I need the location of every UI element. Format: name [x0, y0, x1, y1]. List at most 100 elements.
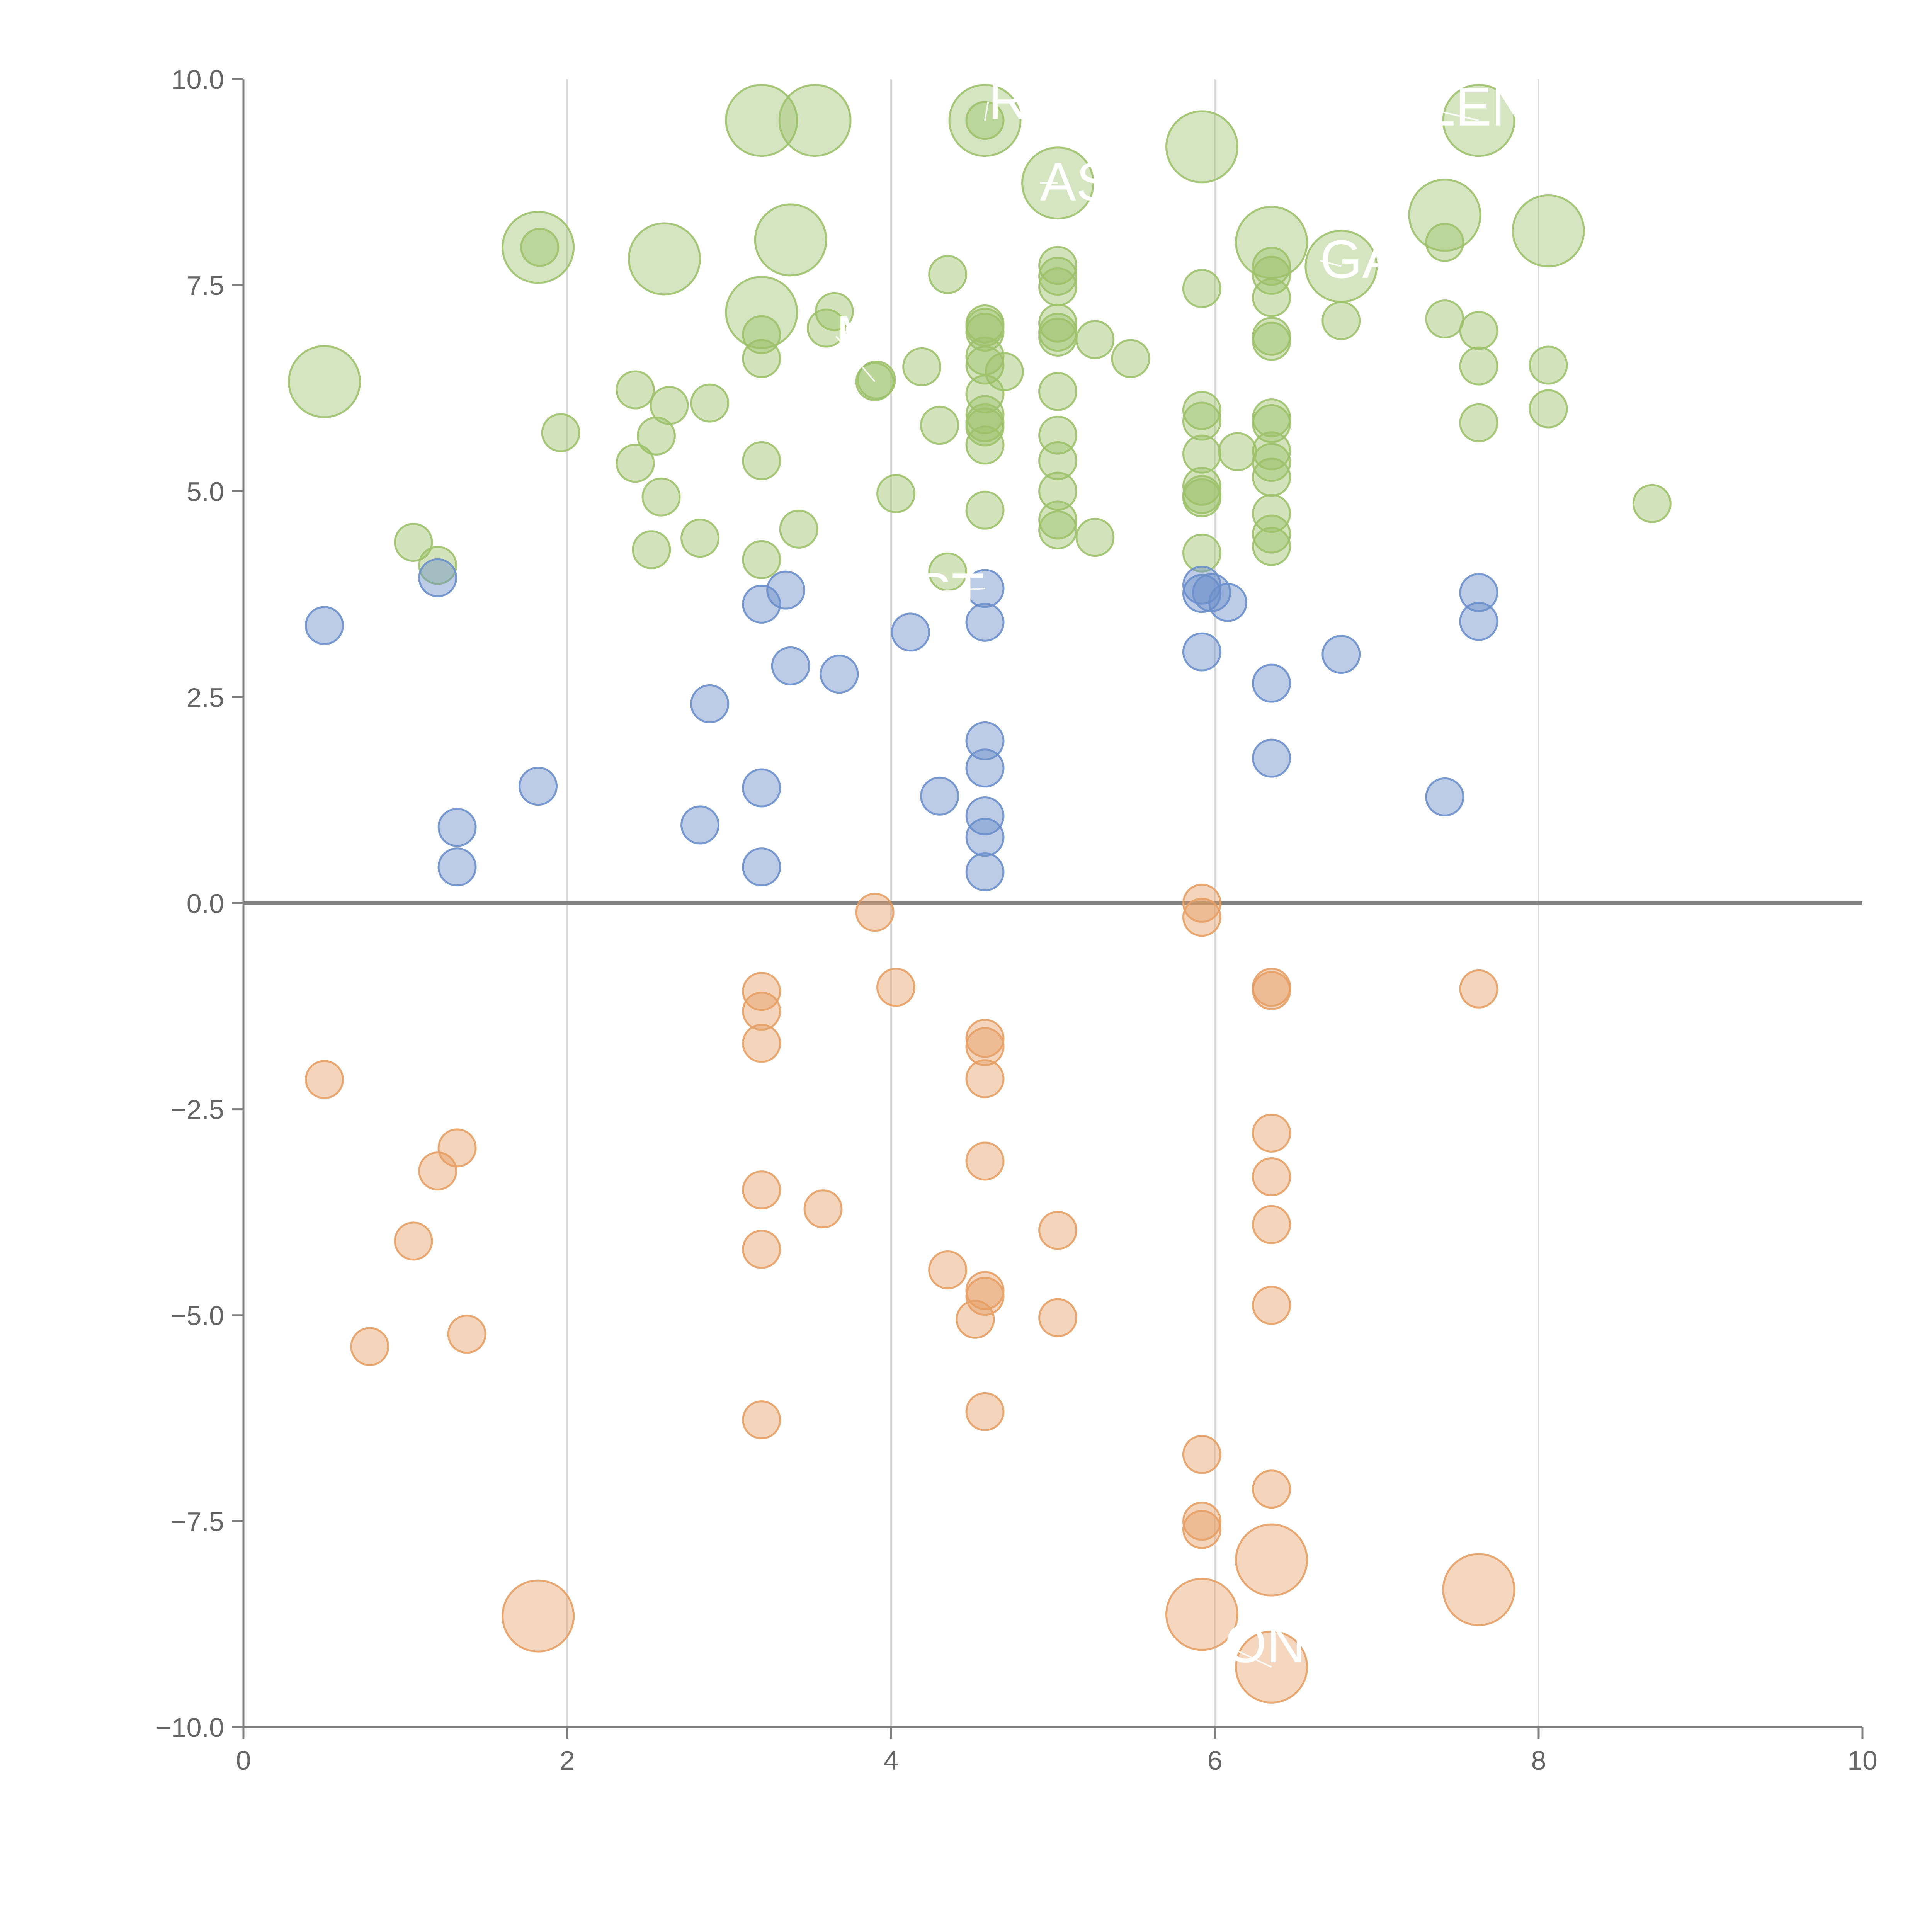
axes: 10.0 7.5 5.0 2.5 0.0 −2.5 −5.0 −7.5 −10.0 0 2 4 6 8 10 [156, 65, 1878, 1776]
data-point-negative-5 [447, 1315, 486, 1354]
point-label-4: M [836, 304, 881, 365]
y-tick-label-4: 0.0 [187, 889, 224, 919]
data-point-positive-low-3 [437, 847, 477, 887]
data-point-positive-high-37 [965, 313, 1005, 352]
data-point-positive-low-7 [742, 584, 781, 624]
data-point-positive-high-49 [1038, 257, 1078, 296]
y-tick-label-5: −2.5 [171, 1095, 224, 1125]
data-point-positive-low-31 [1459, 573, 1498, 612]
data-point-positive-low-16 [965, 602, 1005, 642]
data-point-positive-low-27 [1252, 663, 1291, 703]
data-point-positive-high-71 [1182, 533, 1221, 573]
data-point-negative-29 [1182, 1435, 1221, 1474]
data-point-negative-2 [394, 1221, 433, 1261]
data-point-positive-high-8 [632, 530, 671, 570]
data-point-positive-low-9 [742, 847, 781, 887]
data-point-positive-low-13 [891, 612, 930, 652]
data-point-negative-4 [437, 1128, 477, 1168]
data-point-positive-low-23 [1182, 574, 1221, 613]
data-point-positive-high-2 [418, 546, 457, 585]
data-point-positive-low-14 [920, 776, 959, 816]
data-point-positive-low-10 [766, 570, 806, 610]
data-point-positive-high-51 [1038, 303, 1078, 343]
data-point-positive-low-32 [1459, 602, 1498, 641]
x-tick-label-1: 2 [560, 1745, 575, 1776]
data-point-positive-high-31 [928, 255, 968, 294]
data-point-positive-high-80 [1252, 404, 1291, 443]
data-point-positive-low-11 [771, 646, 810, 685]
data-point-negative-10 [742, 1170, 781, 1210]
data-point-positive-high-13 [680, 519, 720, 558]
data-point-positive-high-94 [1459, 346, 1498, 386]
data-point-negative-36 [1252, 1157, 1291, 1196]
data-point-positive-high-7 [616, 444, 655, 483]
data-point-positive-high-83 [1252, 457, 1291, 497]
point-label-5: ST [915, 562, 985, 622]
data-point-negative-14 [855, 893, 895, 932]
data-point-positive-low-28 [1252, 738, 1291, 778]
data-point-negative-27 [1182, 884, 1221, 923]
data-point-positive-low-17 [965, 721, 1005, 760]
data-point-positive-high-78 [1252, 321, 1291, 361]
data-point-negative-0 [305, 1060, 344, 1099]
y-tick-label-6: −5.0 [171, 1301, 224, 1331]
point-label-6: ON [1225, 1613, 1306, 1674]
data-point-positive-high-99 [1632, 484, 1672, 523]
data-point-positive-high-6 [616, 370, 655, 410]
data-point-negative-37 [1252, 1205, 1291, 1244]
leader-line-1 [1425, 107, 1479, 121]
data-point-negative-40 [1235, 1523, 1308, 1597]
data-point-negative-30 [1182, 1502, 1221, 1541]
data-point-positive-high-59 [1038, 510, 1078, 549]
point-label-1: LEN [1425, 77, 1531, 137]
data-point-negative-42 [1459, 969, 1498, 1009]
data-point-positive-low-2 [437, 808, 477, 847]
data-point-negative-38 [1252, 1286, 1291, 1325]
data-point-negative-28 [1182, 898, 1221, 937]
data-point-positive-high-40 [965, 374, 1005, 414]
data-point-negative-17 [956, 1299, 995, 1339]
y-tick-label-0: 10.0 [172, 65, 224, 95]
data-point-positive-high-72 [1218, 432, 1257, 471]
data-point-positive-high-4 [520, 228, 560, 267]
data-point-negative-12 [742, 1400, 781, 1440]
leader-line-4 [835, 336, 876, 382]
data-point-positive-high-90 [1425, 223, 1464, 262]
data-point-negative-31 [1182, 1510, 1221, 1549]
data-point-positive-low-26 [1208, 583, 1248, 622]
data-point-positive-high-27 [857, 360, 896, 400]
data-point-positive-high-29 [902, 347, 942, 386]
data-points [288, 84, 1672, 1704]
data-point-positive-high-1 [394, 522, 433, 562]
data-point-positive-low-5 [680, 805, 720, 845]
y-tick-label-3: 2.5 [187, 682, 224, 713]
data-point-positive-low-6 [690, 684, 730, 723]
data-point-negative-18 [965, 1019, 1005, 1058]
data-point-positive-high-25 [815, 292, 854, 331]
data-point-positive-high-62 [1111, 339, 1150, 378]
data-point-positive-high-61 [1075, 518, 1115, 557]
data-point-positive-high-86 [1252, 527, 1291, 566]
data-point-positive-high-70 [1182, 478, 1221, 517]
leader-line-0 [984, 101, 989, 121]
data-point-negative-21 [965, 1141, 1005, 1181]
data-point-negative-23 [965, 1277, 1005, 1316]
y-tick-label-1: 7.5 [187, 270, 224, 301]
point-label-3: GA [1320, 229, 1398, 289]
data-point-negative-43 [1442, 1553, 1515, 1626]
point-label-2: AS [1040, 151, 1112, 212]
data-point-negative-24 [965, 1392, 1005, 1431]
data-point-negative-7 [742, 972, 781, 1011]
data-point-positive-high-17 [742, 315, 781, 354]
data-point-positive-high-76 [1252, 278, 1291, 317]
data-point-negative-25 [1038, 1211, 1078, 1250]
leader-line-5 [915, 587, 985, 594]
data-point-negative-8 [742, 992, 781, 1031]
data-point-positive-low-12 [820, 655, 859, 694]
data-point-positive-high-14 [690, 383, 730, 423]
data-point-positive-high-41 [965, 395, 1005, 434]
data-point-negative-35 [1252, 1113, 1291, 1153]
y-tick-label-8: −10.0 [156, 1713, 224, 1743]
data-point-positive-high-12 [650, 386, 689, 425]
